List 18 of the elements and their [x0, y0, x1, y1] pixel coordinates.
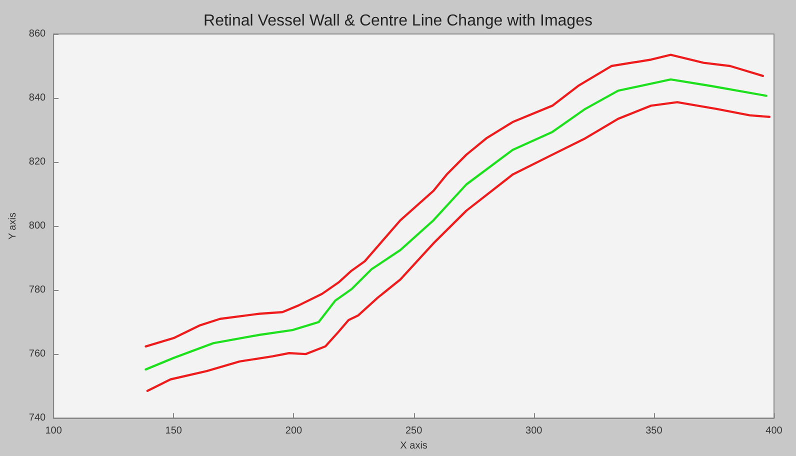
line-series: [144, 54, 764, 348]
chart-title: Retinal Vessel Wall & Centre Line Change with Images: [204, 12, 592, 30]
y-tick-label: 820: [28, 156, 46, 168]
y-tick-label: 800: [28, 220, 46, 232]
y-axis-title: Y axis: [8, 212, 18, 240]
x-tick-label: 300: [526, 426, 543, 437]
y-tick-label: 840: [28, 92, 46, 104]
x-tick-label: 200: [285, 426, 302, 437]
y-tick-label: 760: [28, 348, 46, 360]
x-tick-label: 100: [45, 426, 62, 437]
x-tick-label: 250: [405, 426, 423, 437]
x-axis-title: X axis: [400, 440, 428, 452]
y-tick-label: 780: [28, 284, 46, 296]
x-tick-label: 150: [165, 426, 182, 437]
y-tick-label: 860: [28, 28, 46, 40]
x-tick-label: 400: [766, 426, 783, 437]
x-tick-label: 350: [646, 426, 663, 437]
y-tick-label: 740: [28, 412, 46, 424]
